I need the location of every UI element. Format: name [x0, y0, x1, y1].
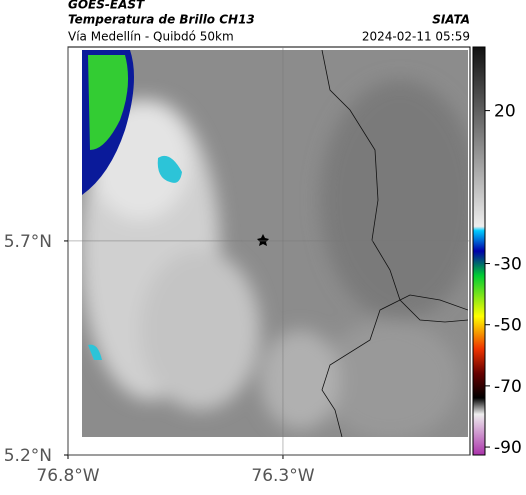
- colorbar: [472, 46, 486, 456]
- subtitle: Vía Medellín - Quibdó 50km: [68, 30, 234, 44]
- colorbar-label: -50: [494, 316, 522, 336]
- datetime: 2024-02-11 05:59: [362, 30, 470, 44]
- x-tick-label: 76.8°W: [36, 466, 99, 486]
- colorbar-label: -90: [494, 438, 522, 458]
- x-tick-label: 76.3°W: [251, 466, 314, 486]
- source: GOES-EAST: [68, 0, 145, 12]
- org: SIATA: [432, 13, 470, 27]
- title: Temperatura de Brillo CH13: [68, 13, 255, 27]
- satellite-image: [82, 50, 468, 437]
- colorbar-label: -70: [494, 377, 522, 397]
- location-marker: [257, 234, 269, 246]
- y-tick-label: 5.7°N: [4, 232, 52, 252]
- colorbar-label: -30: [494, 255, 522, 275]
- y-tick-label: 5.2°N: [4, 446, 52, 466]
- colorbar-label: 20: [494, 102, 516, 122]
